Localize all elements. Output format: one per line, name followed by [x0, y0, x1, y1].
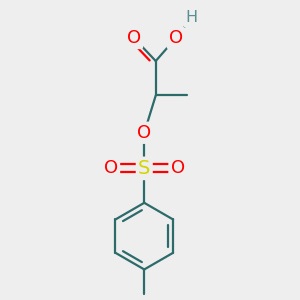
Text: O: O — [127, 29, 141, 47]
Text: O: O — [170, 159, 184, 177]
Text: O: O — [137, 124, 151, 142]
Text: O: O — [169, 29, 183, 47]
Text: S: S — [138, 159, 150, 178]
Text: H: H — [185, 11, 197, 26]
Text: O: O — [104, 159, 118, 177]
